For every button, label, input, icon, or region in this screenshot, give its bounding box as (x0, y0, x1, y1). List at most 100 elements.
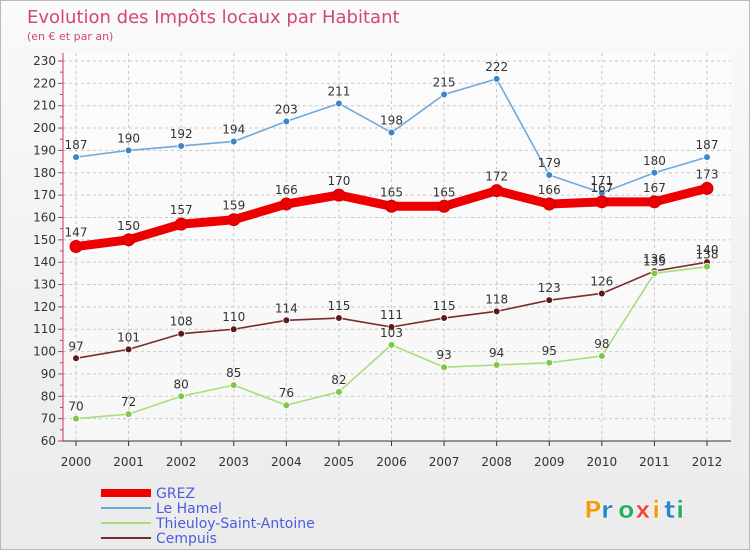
data-label: 85 (226, 366, 241, 380)
data-label: 110 (222, 310, 245, 324)
data-point (703, 262, 711, 271)
data-point (703, 153, 711, 161)
data-point (282, 316, 291, 325)
data-point (174, 217, 188, 231)
data-point (335, 388, 343, 396)
data-point (177, 392, 185, 401)
data-point (124, 410, 133, 418)
y-tick-label: 170 (33, 188, 56, 202)
series-grez: 147 150 157 159 166 170 165 165 172 166 167 167 173 (65, 167, 719, 254)
y-tick-label: 160 (33, 210, 56, 224)
data-point (595, 195, 609, 209)
x-tick-label: 2007 (429, 455, 460, 469)
data-label: 138 (696, 248, 719, 262)
data-point (542, 197, 556, 211)
data-point (229, 137, 238, 146)
data-label: 198 (380, 114, 403, 128)
y-tick-label: 70 (41, 412, 56, 426)
legend-label: Le Hamel (156, 501, 222, 517)
series-cempuis: 97 101 108 110 114 115 111 115 118 123 126 136 140 (68, 243, 719, 363)
logo-letter: r (601, 496, 613, 524)
legend-label: Thieuloy-Saint-Antoine (155, 516, 315, 532)
data-label: 190 (117, 131, 140, 145)
data-point (335, 314, 343, 322)
y-tick-label: 230 (33, 54, 56, 68)
data-label: 76 (279, 386, 294, 400)
chart-subtitle: (en € et par an) (27, 30, 113, 43)
data-point (72, 153, 80, 161)
data-label: 173 (696, 167, 719, 181)
data-point (387, 128, 396, 137)
data-label: 101 (117, 330, 140, 344)
data-point (650, 168, 659, 177)
data-point (545, 358, 554, 367)
data-label: 115 (327, 299, 350, 313)
series-thieuloy-saint-antoine: 70 72 80 85 76 82 103 93 94 95 98 135 138 (68, 248, 719, 423)
axes: 60 70 80 90 100 110 120 130 140 150 160 170 180 190 20… (33, 53, 731, 469)
logo-letter: x (635, 496, 651, 524)
data-point (335, 99, 343, 108)
data-label: 222 (485, 60, 508, 74)
series-le-hamel: 187 190 192 194 203 211 198 215 222 179 171 180 187 (65, 60, 718, 197)
data-label: 140 (696, 243, 719, 257)
logo-letter: P (584, 496, 602, 524)
x-tick-label: 2001 (113, 455, 144, 469)
data-label: 97 (68, 339, 83, 353)
x-tick-label: 2003 (218, 455, 249, 469)
y-tick-label: 150 (33, 233, 56, 247)
data-label: 95 (542, 344, 557, 358)
data-label: 82 (331, 373, 346, 387)
y-tick-label: 140 (33, 255, 56, 269)
x-tick-label: 2012 (692, 455, 723, 469)
data-point (440, 90, 448, 99)
data-point (124, 345, 133, 354)
data-label: 123 (538, 281, 561, 295)
data-label: 194 (222, 122, 245, 136)
logo-letter: i (676, 496, 684, 524)
x-tick-label: 2006 (376, 455, 407, 469)
data-point (177, 329, 185, 338)
x-tick-label: 2010 (587, 455, 618, 469)
legend-item: GREZ (101, 486, 195, 502)
x-tick-label: 2008 (481, 455, 512, 469)
y-tick-label: 180 (33, 166, 56, 180)
data-label: 98 (594, 337, 609, 351)
y-tick-label: 130 (33, 278, 56, 292)
data-label: 166 (538, 183, 561, 197)
legend-item: Le Hamel (101, 501, 222, 517)
logo-letter: o (618, 496, 635, 524)
data-point (72, 354, 80, 363)
y-tick-label: 200 (33, 121, 56, 135)
legend-item: Thieuloy-Saint-Antoine (101, 516, 315, 532)
logo-letter: i (652, 496, 660, 524)
plot-background (63, 53, 731, 441)
x-tick-label: 2011 (639, 455, 670, 469)
legend-label: GREZ (156, 486, 195, 502)
data-point (437, 199, 451, 213)
data-label: 157 (170, 203, 193, 217)
y-tick-label: 190 (33, 143, 56, 157)
data-label: 203 (275, 102, 298, 116)
data-label: 70 (68, 400, 83, 414)
data-label: 72 (121, 395, 136, 409)
x-tick-label: 2000 (61, 455, 92, 469)
data-point (492, 307, 501, 316)
data-point (545, 171, 554, 179)
x-tick-label: 2009 (534, 455, 565, 469)
data-label: 111 (380, 308, 403, 322)
data-point (227, 213, 241, 227)
y-tick-label: 110 (33, 322, 56, 336)
logo-letter: t (664, 496, 675, 524)
data-label: 172 (485, 170, 508, 184)
y-tick-label: 90 (41, 367, 56, 381)
y-tick-label: 210 (33, 99, 56, 113)
data-point (598, 289, 606, 298)
data-label: 187 (65, 138, 88, 152)
data-point (650, 269, 659, 278)
data-label: 167 (590, 181, 613, 195)
y-tick-label: 220 (33, 76, 56, 90)
